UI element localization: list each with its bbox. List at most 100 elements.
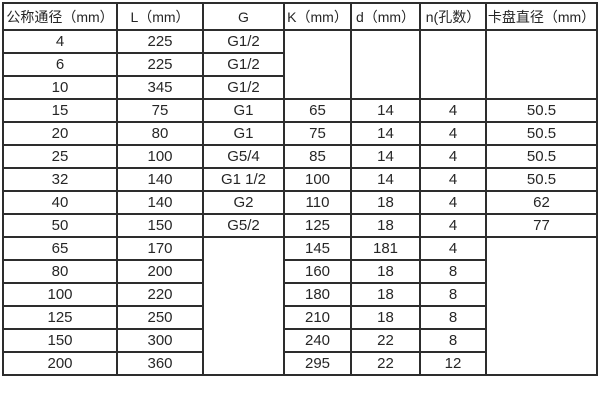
cell-g: G5/2 bbox=[202, 213, 285, 238]
header-bolt-circle-k: K（mm） bbox=[283, 2, 352, 31]
cell-d: 18 bbox=[350, 282, 421, 307]
cell-l: 225 bbox=[116, 52, 204, 77]
cell-l: 170 bbox=[116, 236, 204, 261]
cell-k: 295 bbox=[283, 351, 352, 376]
cell-g: G1/2 bbox=[202, 52, 285, 77]
table-row: 50 150 G5/2 125 18 4 77 bbox=[2, 213, 598, 238]
cell-l: 345 bbox=[116, 75, 204, 100]
cell-n: 4 bbox=[419, 213, 487, 238]
table-row: 4 225 G1/2 bbox=[2, 29, 598, 100]
cell-k: 125 bbox=[283, 213, 352, 238]
cell-g: G1 bbox=[202, 98, 285, 123]
cell-dn: 6 bbox=[2, 52, 118, 77]
cell-l: 150 bbox=[116, 213, 204, 238]
cell-d: 18 bbox=[350, 259, 421, 284]
cell-l: 100 bbox=[116, 144, 204, 169]
table-row: 10 345 G1/2 bbox=[2, 75, 597, 100]
flange-dimension-table: 公称通径（mm） L（mm） G K（mm） d（mm） n(孔数） 卡盘直径（… bbox=[2, 2, 598, 376]
cell-n: 4 bbox=[419, 144, 487, 169]
header-thread-g: G bbox=[202, 2, 285, 31]
cell-l: 300 bbox=[116, 328, 204, 353]
cell-n: 8 bbox=[419, 328, 487, 353]
cell-dn: 100 bbox=[2, 282, 118, 307]
cell-n: 8 bbox=[419, 305, 487, 330]
cell-n: 4 bbox=[419, 190, 487, 215]
cell-g: G2 bbox=[202, 190, 285, 215]
cell-g: G1 bbox=[202, 121, 285, 146]
cell-l: 75 bbox=[116, 98, 204, 123]
header-row: 公称通径（mm） L（mm） G K（mm） d（mm） n(孔数） 卡盘直径（… bbox=[2, 2, 598, 31]
cell-n: 8 bbox=[419, 282, 487, 307]
cell-n: 8 bbox=[419, 259, 487, 284]
cell-dn: 4 bbox=[2, 29, 118, 54]
cell-dn: 20 bbox=[2, 121, 118, 146]
cell-n: 12 bbox=[419, 351, 487, 376]
table-row: 200 360 295 22 12 bbox=[2, 351, 597, 376]
merged-empty-cell-chuck bbox=[485, 29, 598, 100]
header-length-l: L（mm） bbox=[116, 2, 204, 31]
cell-k: 180 bbox=[283, 282, 352, 307]
cell-chuck: 77 bbox=[485, 213, 598, 238]
cell-l: 200 bbox=[116, 259, 204, 284]
cell-d: 22 bbox=[350, 328, 421, 353]
table-row: 20 80 G1 75 14 4 50.5 bbox=[2, 121, 598, 146]
cell-dn: 32 bbox=[2, 167, 118, 192]
table-row: 6 225 G1/2 bbox=[2, 52, 597, 77]
cell-n: 4 bbox=[419, 167, 487, 192]
cell-chuck: 50.5 bbox=[485, 167, 598, 192]
cell-k: 75 bbox=[283, 121, 352, 146]
cell-k: 240 bbox=[283, 328, 352, 353]
cell-dn: 150 bbox=[2, 328, 118, 353]
cell-d: 18 bbox=[350, 190, 421, 215]
table-row: 15 75 G1 65 14 4 50.5 bbox=[2, 98, 598, 123]
cell-k: 210 bbox=[283, 305, 352, 330]
table-row: 100 220 180 18 8 bbox=[2, 282, 597, 307]
cell-d: 14 bbox=[350, 144, 421, 169]
cell-l: 80 bbox=[116, 121, 204, 146]
cell-k: 160 bbox=[283, 259, 352, 284]
cell-dn: 40 bbox=[2, 190, 118, 215]
merged-empty-cell-d bbox=[350, 29, 421, 100]
cell-dn: 50 bbox=[2, 213, 118, 238]
cell-n: 4 bbox=[419, 236, 487, 261]
cell-dn: 15 bbox=[2, 98, 118, 123]
cell-l: 250 bbox=[116, 305, 204, 330]
cell-d: 181 bbox=[350, 236, 421, 261]
table-row: 40 140 G2 110 18 4 62 bbox=[2, 190, 598, 215]
cell-dn: 65 bbox=[2, 236, 118, 261]
cell-l: 140 bbox=[116, 167, 204, 192]
cell-dn: 125 bbox=[2, 305, 118, 330]
cell-d: 14 bbox=[350, 98, 421, 123]
merged-empty-cell-g bbox=[202, 236, 285, 376]
table-row: 150 300 240 22 8 bbox=[2, 328, 597, 353]
merged-empty-cell-n bbox=[419, 29, 487, 100]
cell-dn: 80 bbox=[2, 259, 118, 284]
cell-k: 100 bbox=[283, 167, 352, 192]
cell-d: 14 bbox=[350, 121, 421, 146]
cell-d: 22 bbox=[350, 351, 421, 376]
cell-g: G1 1/2 bbox=[202, 167, 285, 192]
cell-chuck: 50.5 bbox=[485, 144, 598, 169]
table-row: 125 250 210 18 8 bbox=[2, 305, 597, 330]
merged-empty-cell-chuck bbox=[485, 236, 598, 376]
table-row: 25 100 G5/4 85 14 4 50.5 bbox=[2, 144, 598, 169]
merged-empty-cell-k bbox=[283, 29, 352, 100]
cell-chuck: 62 bbox=[485, 190, 598, 215]
header-hole-diameter-d: d（mm） bbox=[350, 2, 421, 31]
cell-g: G1/2 bbox=[202, 29, 285, 54]
header-chuck-diameter: 卡盘直径（mm） bbox=[485, 2, 598, 31]
cell-l: 220 bbox=[116, 282, 204, 307]
cell-k: 65 bbox=[283, 98, 352, 123]
cell-k: 85 bbox=[283, 144, 352, 169]
cell-l: 360 bbox=[116, 351, 204, 376]
cell-chuck: 50.5 bbox=[485, 121, 598, 146]
cell-l: 140 bbox=[116, 190, 204, 215]
cell-l: 225 bbox=[116, 29, 204, 54]
cell-g: G5/4 bbox=[202, 144, 285, 169]
table-row: 32 140 G1 1/2 100 14 4 50.5 bbox=[2, 167, 598, 192]
cell-n: 4 bbox=[419, 121, 487, 146]
cell-n: 4 bbox=[419, 98, 487, 123]
cell-k: 110 bbox=[283, 190, 352, 215]
cell-d: 18 bbox=[350, 305, 421, 330]
cell-dn: 25 bbox=[2, 144, 118, 169]
